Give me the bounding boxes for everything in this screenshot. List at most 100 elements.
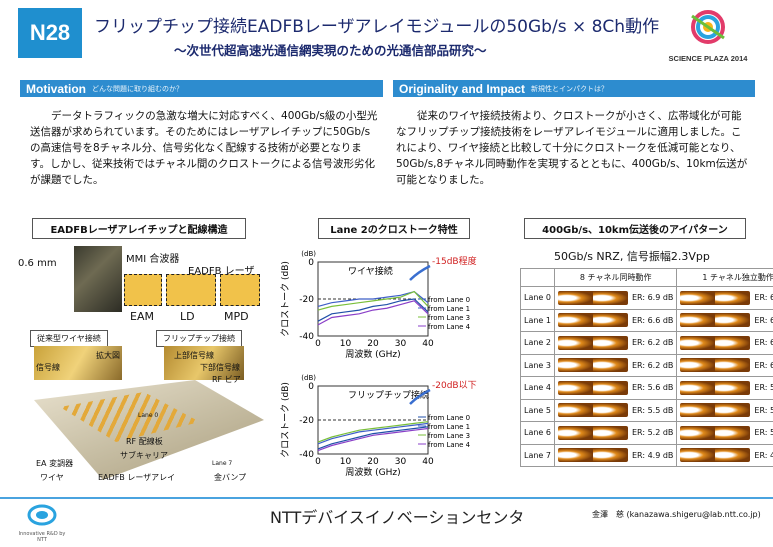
legend-label: from Lane 0 bbox=[428, 414, 470, 422]
lane-name: Lane 4 bbox=[520, 376, 555, 400]
eye-diagram-image bbox=[680, 403, 751, 418]
lane-name: Lane 3 bbox=[520, 353, 555, 377]
eye-pattern-table: 8 チャネル同時動作 1 チャネル独立動作 Lane 0 ER: 6.9 dB … bbox=[520, 268, 773, 467]
extinction-ratio: ER: 6.6 dB bbox=[631, 315, 674, 325]
poster-title: フリップチップ接続EADFBレーザアレイモジュールの50Gb/s × 8Ch動作 bbox=[94, 17, 660, 37]
eye-cell-1ch: ER: 6.9 dB bbox=[676, 286, 773, 310]
chip-structure-title: EADFBレーザアレイチップと配線構造 bbox=[32, 218, 246, 239]
chart-label: ワイヤ接続 bbox=[348, 265, 393, 277]
legend-label: from Lane 0 bbox=[428, 296, 470, 304]
eye-cell-1ch: ER: 4.9 dB bbox=[676, 443, 773, 467]
legend-label: from Lane 3 bbox=[428, 432, 470, 440]
eye-row: Lane 0 ER: 6.9 dB ER: 6.9 dB bbox=[520, 286, 773, 310]
eye-diagram-image bbox=[557, 313, 628, 328]
x-tick-label: 40 bbox=[422, 339, 434, 349]
rf-board-label: RF 配線板 bbox=[126, 437, 163, 446]
lane0-label: Lane 0 bbox=[138, 412, 159, 419]
eye-diagram-image bbox=[680, 380, 751, 395]
ld-label: LD bbox=[180, 310, 195, 323]
eye-cell-8ch: ER: 6.6 dB bbox=[553, 308, 678, 332]
eye-diagram-image bbox=[680, 358, 751, 373]
lane-name: Lane 6 bbox=[520, 421, 555, 445]
series-line bbox=[317, 290, 429, 311]
conventional-wire-label: 従来型ワイヤ接続 bbox=[30, 330, 108, 347]
x-tick-label: 30 bbox=[395, 457, 407, 467]
y-axis-label: クロストーク (dB) bbox=[280, 261, 291, 337]
legend-label: from Lane 3 bbox=[428, 314, 470, 322]
legend-label: from Lane 4 bbox=[428, 441, 471, 449]
x-tick-label: 20 bbox=[367, 457, 379, 467]
eadfb-array-label: EADFB レーザアレイ bbox=[98, 473, 176, 482]
originality-band: Originality and Impact 新規性とインパクトは？ bbox=[393, 80, 755, 97]
lane-name: Lane 7 bbox=[520, 443, 555, 467]
eye-cell-8ch: ER: 6.9 dB bbox=[553, 286, 678, 310]
eye-diagram-image bbox=[557, 448, 628, 463]
extinction-ratio: ER: 5.5 dB bbox=[631, 405, 674, 415]
eye-pattern-title: 400Gb/s、10km伝送後のアイパターン bbox=[524, 218, 746, 239]
company-name: NTTデバイスイノベーションセンタ bbox=[270, 508, 525, 527]
y-tick-label: -20 bbox=[299, 416, 314, 426]
eye-diagram-image bbox=[557, 290, 628, 305]
eye-diagram-image bbox=[557, 358, 628, 373]
eye-diagram-image bbox=[557, 380, 628, 395]
extinction-ratio: ER: 6.9 dB bbox=[631, 293, 674, 303]
poster-subtitle: ～次世代超高速光通信網実現のための光通信部品研究～ bbox=[174, 43, 487, 58]
mpd-label: MPD bbox=[224, 310, 249, 323]
single-channel-header: 1 チャネル独立動作 bbox=[676, 268, 773, 287]
extinction-ratio: ER: 4.9 dB bbox=[754, 450, 773, 460]
logo-text: SCIENCE PLAZA 2014 bbox=[668, 54, 748, 63]
lane-name: Lane 2 bbox=[520, 331, 555, 355]
extinction-ratio: ER: 5.5 dB bbox=[754, 405, 773, 415]
author-contact: 金澤 慈 (kanazawa.shigeru@lab.ntt.co.jp) bbox=[592, 510, 761, 519]
eye-row: Lane 5 ER: 5.5 dB ER: 5.5 dB bbox=[520, 398, 773, 422]
series-line bbox=[317, 421, 429, 443]
lane-name: Lane 0 bbox=[520, 286, 555, 310]
x-tick-label: 20 bbox=[367, 339, 379, 349]
x-tick-label: 30 bbox=[395, 339, 407, 349]
x-axis-label: 周波数 (GHz) bbox=[345, 466, 400, 478]
eye-condition: 50Gb/s NRZ, 信号振幅2.3Vpp bbox=[554, 250, 710, 263]
extinction-ratio: ER: 6.2 dB bbox=[631, 360, 674, 370]
eye-diagram-image bbox=[680, 335, 751, 350]
legend-label: from Lane 1 bbox=[428, 423, 470, 431]
eye-cell-1ch: ER: 6.6 dB bbox=[676, 308, 773, 332]
x-tick-label: 0 bbox=[315, 457, 321, 467]
x-tick-label: 40 bbox=[422, 457, 434, 467]
eye-diagram-image bbox=[557, 403, 628, 418]
ld-block bbox=[166, 274, 216, 306]
eye-row: Lane 3 ER: 6.2 dB ER: 6.2 dB bbox=[520, 353, 773, 377]
rf-via-label: RF ビア bbox=[212, 375, 241, 384]
y-tick-label: -20 bbox=[299, 295, 314, 305]
extinction-ratio: ER: 6.6 dB bbox=[754, 315, 773, 325]
lane-name: Lane 5 bbox=[520, 398, 555, 422]
eye-cell-8ch: ER: 4.9 dB bbox=[553, 443, 678, 467]
eye-diagram-image bbox=[680, 313, 751, 328]
motivation-band: Motivation どんな問題に取り組むのか？ bbox=[20, 80, 383, 97]
lane7-label: Lane 7 bbox=[212, 460, 233, 467]
eye-row: Lane 1 ER: 6.6 dB ER: 6.6 dB bbox=[520, 308, 773, 332]
extinction-ratio: ER: 5.6 dB bbox=[754, 383, 773, 393]
wire-photo bbox=[34, 346, 122, 380]
y-tick-label: 0 bbox=[308, 382, 314, 392]
extinction-ratio: ER: 5.6 dB bbox=[631, 383, 674, 393]
originality-subheading: 新規性とインパクトは？ bbox=[531, 84, 609, 93]
x-tick-label: 10 bbox=[340, 457, 352, 467]
extinction-ratio: ER: 6.9 dB bbox=[754, 293, 773, 303]
lower-signal-label: 下部信号線 bbox=[200, 363, 240, 372]
eye-cell-1ch: ER: 5.6 dB bbox=[676, 376, 773, 400]
series-line bbox=[317, 298, 429, 322]
x-tick-label: 0 bbox=[315, 339, 321, 349]
eye-diagram-image bbox=[557, 425, 628, 440]
eye-cell-8ch: ER: 6.2 dB bbox=[553, 331, 678, 355]
ntt-logo: Innovative R&D by NTT bbox=[14, 503, 70, 543]
extinction-ratio: ER: 5.2 dB bbox=[631, 428, 674, 438]
mpd-block bbox=[220, 274, 260, 306]
subcarrier-label: サブキャリア bbox=[120, 451, 168, 460]
series-line bbox=[317, 422, 429, 445]
eye-diagram-image bbox=[557, 335, 628, 350]
eye-row: Lane 2 ER: 6.2 dB ER: 6.2 dB bbox=[520, 331, 773, 355]
wire-label: ワイヤ bbox=[40, 473, 64, 482]
extinction-ratio: ER: 6.2 dB bbox=[631, 338, 674, 348]
